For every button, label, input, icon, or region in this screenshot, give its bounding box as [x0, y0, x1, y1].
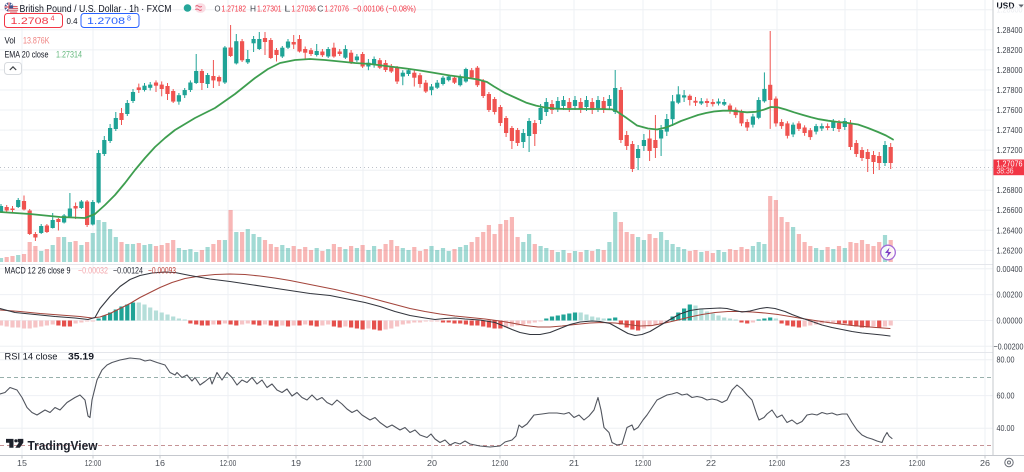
svg-text:1.27182: 1.27182	[222, 4, 247, 14]
svg-text:22: 22	[706, 458, 716, 468]
svg-text:13.876K: 13.876K	[23, 36, 50, 46]
svg-text:1.27301: 1.27301	[257, 4, 282, 14]
svg-text:12:00: 12:00	[492, 458, 509, 468]
svg-text:1.28600: 1.28600	[997, 5, 1023, 15]
svg-text:80.00: 80.00	[997, 355, 1015, 365]
svg-text:EMA 20 close: EMA 20 close	[5, 50, 49, 60]
svg-text:1.28400: 1.28400	[997, 25, 1023, 35]
svg-text:C: C	[317, 4, 323, 14]
svg-text:21: 21	[569, 458, 579, 468]
svg-text:MACD 12 26 close 9: MACD 12 26 close 9	[5, 266, 71, 276]
svg-text:1.27314: 1.27314	[56, 50, 82, 60]
svg-text:1.27400: 1.27400	[997, 125, 1023, 135]
svg-text:−0.00124: −0.00124	[113, 266, 143, 276]
svg-text:12:00: 12:00	[635, 458, 652, 468]
svg-text:12:00: 12:00	[909, 458, 926, 468]
svg-text:−0.00093: −0.00093	[148, 266, 176, 276]
svg-text:8: 8	[127, 14, 131, 23]
svg-text:1.26400: 1.26400	[997, 225, 1023, 235]
svg-text:1.28200: 1.28200	[997, 45, 1023, 55]
svg-text:1.27076: 1.27076	[997, 158, 1023, 168]
svg-text:1.2708: 1.2708	[11, 16, 49, 26]
svg-text:1.27036: 1.27036	[291, 4, 316, 14]
svg-text:0.00200: 0.00200	[997, 290, 1023, 300]
svg-text:19: 19	[291, 458, 301, 468]
svg-text:1.2708: 1.2708	[87, 16, 125, 26]
svg-text:−0.00032: −0.00032	[78, 266, 108, 276]
svg-text:60.00: 60.00	[997, 391, 1015, 401]
svg-text:L: L	[284, 4, 290, 14]
svg-text:British Pound / U.S. Dollar ·: British Pound / U.S. Dollar · 1h · FXCM	[20, 3, 172, 15]
svg-text:40.00: 40.00	[997, 423, 1015, 433]
svg-text:12:00: 12:00	[769, 458, 786, 468]
svg-text:0.00000: 0.00000	[997, 316, 1023, 326]
svg-text:−0.00200: −0.00200	[994, 341, 1024, 351]
svg-text:35.19: 35.19	[68, 352, 94, 362]
svg-text:1.27200: 1.27200	[997, 145, 1023, 155]
svg-text:1.26200: 1.26200	[997, 245, 1023, 255]
svg-text:12:00: 12:00	[85, 458, 102, 468]
svg-text:H: H	[250, 4, 256, 14]
svg-text:4: 4	[51, 14, 55, 23]
svg-text:12:00: 12:00	[220, 458, 237, 468]
svg-text:1.27076: 1.27076	[324, 4, 349, 14]
svg-text:O: O	[215, 4, 221, 14]
svg-text:USD: USD	[997, 1, 1015, 11]
svg-text:TradingView: TradingView	[28, 439, 98, 453]
svg-text:20: 20	[427, 458, 437, 468]
svg-text:1.28000: 1.28000	[997, 65, 1023, 75]
svg-text:38:36: 38:36	[997, 166, 1014, 175]
svg-text:15: 15	[17, 458, 27, 468]
svg-text:26: 26	[980, 458, 990, 468]
svg-text:Vol: Vol	[5, 36, 16, 46]
svg-text:1.26800: 1.26800	[997, 185, 1023, 195]
svg-text:1.27600: 1.27600	[997, 105, 1023, 115]
svg-text:16: 16	[155, 458, 165, 468]
svg-text:23: 23	[840, 458, 850, 468]
svg-text:1.26600: 1.26600	[997, 205, 1023, 215]
svg-text:0.00400: 0.00400	[997, 264, 1023, 274]
svg-text:0.4: 0.4	[67, 17, 79, 26]
svg-text:12:00: 12:00	[355, 458, 372, 468]
svg-text:−0.00106 (−0.08%): −0.00106 (−0.08%)	[353, 4, 416, 14]
svg-text:1.27800: 1.27800	[997, 85, 1023, 95]
svg-text:RSI 14 close: RSI 14 close	[5, 352, 58, 362]
